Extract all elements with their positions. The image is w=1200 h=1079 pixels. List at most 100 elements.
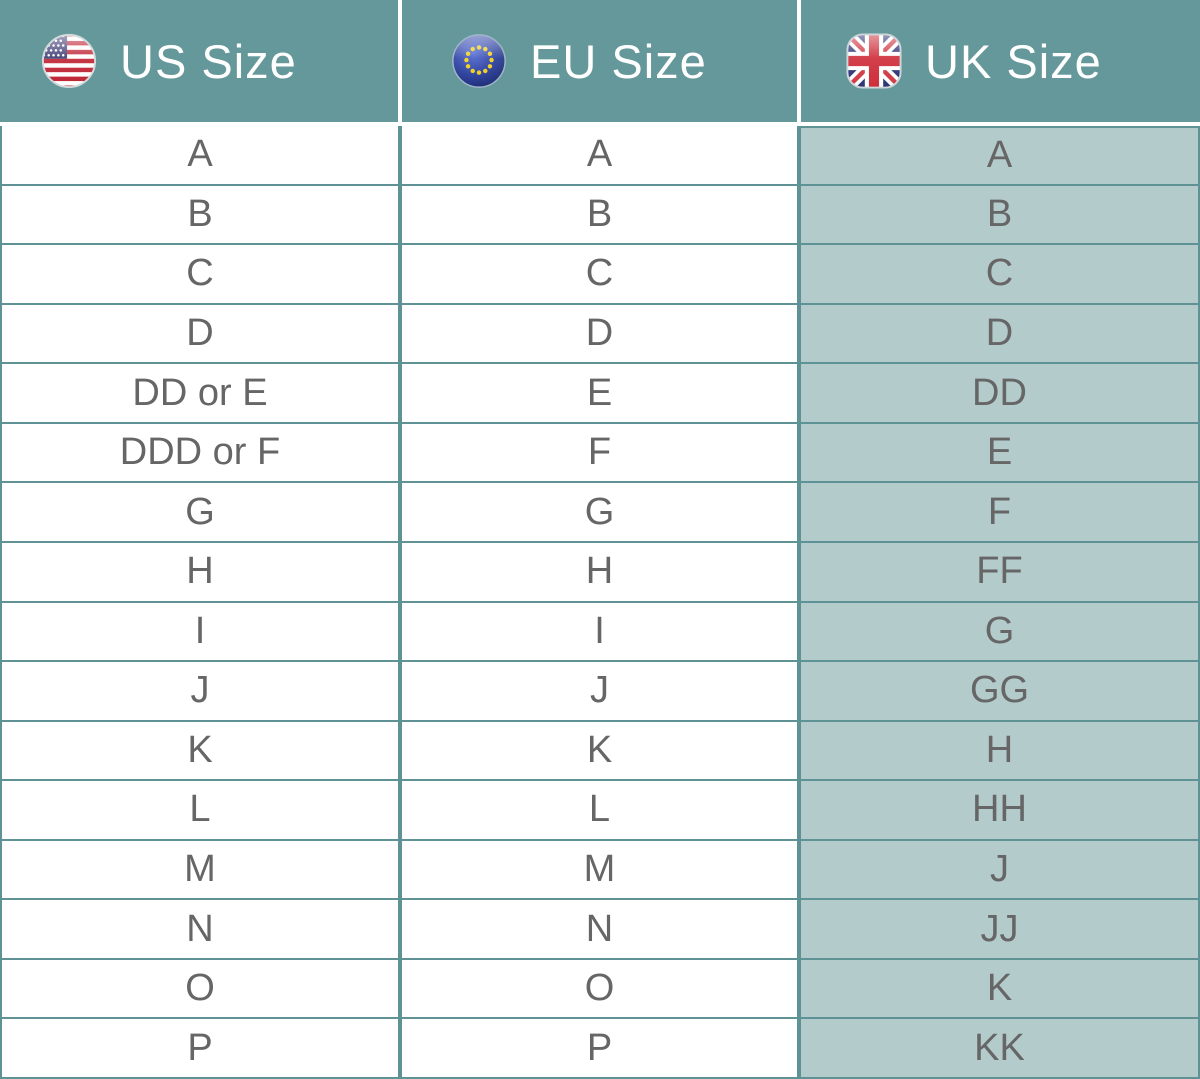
- uk-size-cell: A: [801, 126, 1200, 184]
- column-divider: [398, 840, 402, 899]
- uk-size-cell: F: [801, 483, 1200, 541]
- eu-size-cell: E: [402, 364, 797, 422]
- eu-size-cell: O: [402, 959, 797, 1018]
- column-divider: [398, 423, 402, 482]
- column-divider: [797, 721, 801, 780]
- column-divider: [398, 542, 402, 601]
- column-divider: [797, 781, 801, 839]
- header-label-uk: UK Size: [925, 34, 1102, 88]
- us-size-cell: DD or E: [0, 364, 398, 422]
- header-cell-us: US Size: [0, 0, 398, 122]
- column-divider: [398, 721, 402, 780]
- uk-flag-icon: [846, 33, 902, 89]
- header-cell-eu: EU Size: [402, 0, 797, 122]
- column-divider: [398, 126, 402, 184]
- column-divider: [398, 483, 402, 541]
- uk-size-cell: FF: [801, 542, 1200, 601]
- eu-size-cell: L: [402, 781, 797, 839]
- eu-size-cell: P: [402, 1019, 797, 1077]
- us-size-cell: O: [0, 959, 398, 1018]
- us-size-cell: M: [0, 840, 398, 899]
- column-divider: [797, 185, 801, 244]
- eu-size-cell: H: [402, 542, 797, 601]
- us-size-cell: P: [0, 1019, 398, 1077]
- header-divider: [797, 0, 801, 122]
- header-divider: [398, 0, 402, 122]
- header-label-eu: EU Size: [530, 34, 707, 88]
- column-divider: [398, 602, 402, 661]
- table-row: J J GG: [0, 662, 1200, 722]
- column-divider: [797, 840, 801, 899]
- column-divider: [797, 304, 801, 363]
- column-divider: [797, 602, 801, 661]
- eu-flag-icon: [452, 34, 506, 88]
- table-row: N N JJ: [0, 900, 1200, 960]
- us-size-cell: C: [0, 245, 398, 303]
- uk-size-cell: KK: [801, 1019, 1200, 1077]
- column-divider: [398, 662, 402, 720]
- eu-size-cell: N: [402, 900, 797, 958]
- eu-size-cell: I: [402, 602, 797, 661]
- eu-size-cell: D: [402, 304, 797, 363]
- table-row: L L HH: [0, 781, 1200, 841]
- column-divider: [398, 1019, 402, 1077]
- uk-size-cell: E: [801, 423, 1200, 482]
- uk-size-cell: J: [801, 840, 1200, 899]
- eu-size-cell: C: [402, 245, 797, 303]
- column-divider: [797, 959, 801, 1018]
- eu-size-cell: K: [402, 721, 797, 780]
- column-divider: [398, 959, 402, 1018]
- uk-size-cell: JJ: [801, 900, 1200, 958]
- uk-size-cell: B: [801, 185, 1200, 244]
- table-header: US Size: [0, 0, 1200, 122]
- uk-size-cell: K: [801, 959, 1200, 1018]
- table-row: DD or E E DD: [0, 364, 1200, 424]
- uk-size-cell: HH: [801, 781, 1200, 839]
- us-size-cell: B: [0, 185, 398, 244]
- column-divider: [797, 126, 801, 184]
- column-divider: [797, 483, 801, 541]
- us-size-cell: N: [0, 900, 398, 958]
- table-row: H H FF: [0, 542, 1200, 603]
- us-size-cell: D: [0, 304, 398, 363]
- column-divider: [398, 781, 402, 839]
- column-divider: [797, 662, 801, 720]
- uk-size-cell: D: [801, 304, 1200, 363]
- column-divider: [398, 245, 402, 303]
- column-divider: [398, 185, 402, 244]
- us-size-cell: J: [0, 662, 398, 720]
- column-divider: [797, 423, 801, 482]
- column-divider: [398, 900, 402, 958]
- eu-size-cell: M: [402, 840, 797, 899]
- column-divider: [797, 364, 801, 422]
- us-size-cell: L: [0, 781, 398, 839]
- column-divider: [398, 364, 402, 422]
- uk-size-cell: G: [801, 602, 1200, 661]
- eu-size-cell: J: [402, 662, 797, 720]
- uk-size-cell: H: [801, 721, 1200, 780]
- us-size-cell: DDD or F: [0, 423, 398, 482]
- us-size-cell: I: [0, 602, 398, 661]
- eu-size-cell: F: [402, 423, 797, 482]
- uk-size-cell: DD: [801, 364, 1200, 422]
- column-divider: [797, 542, 801, 601]
- column-divider: [797, 900, 801, 958]
- eu-size-cell: B: [402, 185, 797, 244]
- table-body: A A A B B B C C C D D D DD or E E DD DDD or F F E G G F H H FF I…: [0, 122, 1200, 1079]
- header-label-us: US Size: [120, 34, 297, 88]
- eu-size-cell: G: [402, 483, 797, 541]
- column-divider: [797, 245, 801, 303]
- uk-size-cell: GG: [801, 662, 1200, 720]
- us-flag-icon: [41, 33, 97, 89]
- column-divider: [797, 1019, 801, 1077]
- header-cell-uk: UK Size: [801, 0, 1200, 122]
